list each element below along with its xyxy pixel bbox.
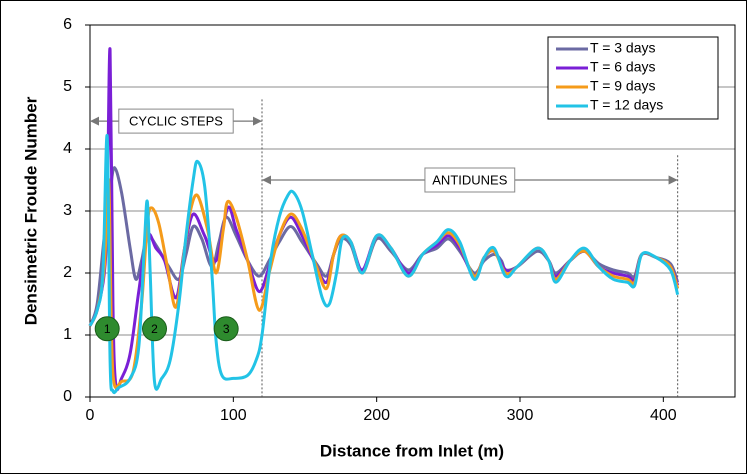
step-marker <box>213 316 239 342</box>
legend-label: T = 9 days <box>590 78 656 94</box>
y-tick-label: 4 <box>63 140 72 157</box>
step-marker-label: 2 <box>151 322 158 336</box>
legend-label: T = 3 days <box>590 40 656 56</box>
annotation-box <box>118 108 234 134</box>
x-axis-label: Distance from Inlet (m) <box>320 441 504 460</box>
x-tick-label: 100 <box>220 407 247 424</box>
y-tick-label: 0 <box>63 388 72 405</box>
step-marker-label: 1 <box>104 322 111 336</box>
y-axis-label: Densimetric Froude Number <box>21 96 40 325</box>
plot-frame <box>89 24 736 398</box>
y-tick-label: 2 <box>63 264 72 281</box>
y-tick-label: 6 <box>63 16 72 33</box>
x-tick-label: 0 <box>86 407 95 424</box>
step-marker <box>94 316 120 342</box>
annotation-text: CYCLIC STEPS <box>129 114 223 129</box>
y-tick-label: 5 <box>63 78 72 95</box>
legend-label: T = 6 days <box>590 59 656 75</box>
step-marker <box>142 316 167 342</box>
series-line <box>88 177 680 390</box>
y-tick-label: 3 <box>63 202 72 219</box>
x-tick-label: 300 <box>507 407 534 424</box>
legend-label: T = 12 days <box>590 97 663 113</box>
step-marker-label: 3 <box>223 322 230 336</box>
x-tick-label: 200 <box>363 407 390 424</box>
series-line <box>88 134 680 395</box>
annotation-text: ANTIDUNES <box>432 172 507 187</box>
y-tick-label: 1 <box>63 326 72 343</box>
annotation-box <box>424 167 516 193</box>
x-tick-label: 400 <box>650 407 677 424</box>
